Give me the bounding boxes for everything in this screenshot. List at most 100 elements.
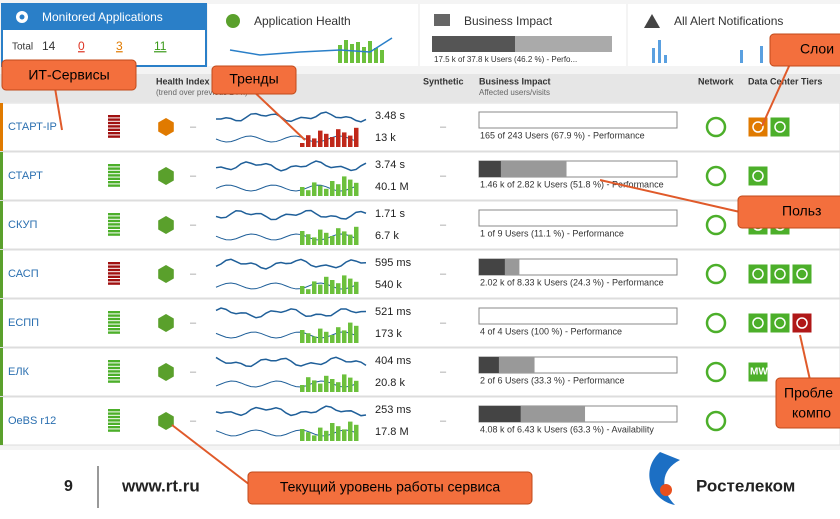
trend-bar xyxy=(342,132,347,147)
health-stripe xyxy=(108,412,120,415)
trend-bar xyxy=(312,237,317,245)
tier-icon[interactable] xyxy=(791,312,813,334)
tier-glyph xyxy=(774,268,786,280)
tier-icon[interactable] xyxy=(769,116,791,138)
tier-icon[interactable] xyxy=(769,312,791,334)
dash: – xyxy=(190,268,197,280)
tier-icon[interactable] xyxy=(747,165,769,187)
impact-bar-dark xyxy=(479,357,499,373)
health-stripe xyxy=(108,373,120,376)
health-stripe xyxy=(108,226,120,229)
trend-bar xyxy=(354,424,359,441)
trend-line xyxy=(215,307,367,319)
tab-impact[interactable] xyxy=(420,4,626,66)
trend-bar xyxy=(348,377,353,392)
trend-bar xyxy=(336,228,341,245)
trend-bar xyxy=(336,382,341,392)
app-name[interactable]: ЕСПП xyxy=(8,317,39,329)
app-name[interactable]: САСП xyxy=(8,268,39,280)
health-stripe xyxy=(108,419,120,422)
trend-bar xyxy=(324,375,329,392)
network-icon xyxy=(705,410,727,432)
trend-bar xyxy=(318,130,323,147)
trend-bar xyxy=(354,380,359,392)
warning-count[interactable]: 3 xyxy=(116,39,123,53)
trend-bar xyxy=(300,429,305,441)
response-time: 3.74 s xyxy=(375,159,405,171)
health-stripe xyxy=(108,219,120,223)
trend-bar xyxy=(342,231,347,245)
health-stripe xyxy=(108,426,120,429)
trend-bar xyxy=(330,423,335,441)
impact-bar-bg xyxy=(478,111,678,129)
health-stripe xyxy=(108,314,120,317)
tier-icon[interactable] xyxy=(769,263,791,285)
call-count: 17.8 M xyxy=(375,426,409,438)
trend-bar xyxy=(318,284,323,294)
health-stripe xyxy=(108,282,120,285)
total: 14 xyxy=(42,39,56,53)
app-name[interactable]: ЕЛК xyxy=(8,366,30,378)
trend-bar xyxy=(312,336,317,343)
row[interactable] xyxy=(0,249,840,299)
trend-bar xyxy=(312,138,317,147)
dash: – xyxy=(190,170,197,182)
row[interactable] xyxy=(0,396,840,446)
dash: – xyxy=(440,268,447,280)
dash: – xyxy=(440,317,447,329)
callout xyxy=(769,33,840,67)
trend-bar xyxy=(348,322,353,343)
health-stripe xyxy=(108,135,120,138)
trend-bar xyxy=(318,185,323,196)
health-stripe xyxy=(108,275,120,278)
callouts: ИТ-Сервисы Тренды Слои Польз Пробле комп… xyxy=(1,33,840,505)
app-name[interactable]: СТАРТ-IP xyxy=(8,121,57,133)
tab-header xyxy=(2,4,206,30)
app-name[interactable]: СТАРТ xyxy=(8,170,43,182)
row[interactable] xyxy=(0,200,840,250)
health-stripe xyxy=(108,223,120,226)
row-accent xyxy=(0,299,3,347)
trend-bar xyxy=(300,385,305,392)
callout-text: Пробле xyxy=(784,385,833,401)
column-title: Business Impact xyxy=(479,76,551,86)
row[interactable] xyxy=(0,347,840,397)
critical-count[interactable]: 0 xyxy=(78,39,85,53)
tab-title: Application Health xyxy=(254,14,351,28)
alert-icon xyxy=(644,14,660,28)
trend-bar xyxy=(330,236,335,245)
ok-count[interactable]: 11 xyxy=(154,39,167,53)
row[interactable] xyxy=(0,151,840,201)
trend-bar xyxy=(342,275,347,294)
health-stripe xyxy=(108,177,120,180)
trend-bar xyxy=(300,286,305,294)
row[interactable] xyxy=(0,298,840,348)
tier-icon[interactable] xyxy=(747,312,769,334)
column-title: Synthetic xyxy=(423,76,464,86)
tier-icon[interactable] xyxy=(747,263,769,285)
row-accent xyxy=(0,103,3,151)
trend-bar xyxy=(336,129,341,147)
tier-glyph xyxy=(752,268,764,280)
health-stripe xyxy=(108,125,120,128)
tier-icon[interactable] xyxy=(747,361,769,383)
network-icon xyxy=(705,165,727,187)
health-stripe xyxy=(108,170,120,174)
app-name[interactable]: СКУП xyxy=(8,219,37,231)
trend-bar xyxy=(300,187,305,196)
network-icon xyxy=(705,214,727,236)
app-name[interactable]: OeBS r12 xyxy=(8,415,56,427)
network-icon xyxy=(705,361,727,383)
health-stripe xyxy=(108,233,120,236)
health-stripe xyxy=(108,213,120,216)
row-accent xyxy=(0,201,3,249)
health-stripe xyxy=(108,331,120,334)
dash: – xyxy=(440,170,447,182)
impact-bar-bg xyxy=(478,307,678,325)
callout xyxy=(775,377,840,429)
column-title: Health Index xyxy=(156,76,210,86)
trend-baseline xyxy=(215,331,357,339)
trend-line xyxy=(215,209,367,221)
tier-icon[interactable] xyxy=(791,263,813,285)
row[interactable] xyxy=(0,102,840,152)
